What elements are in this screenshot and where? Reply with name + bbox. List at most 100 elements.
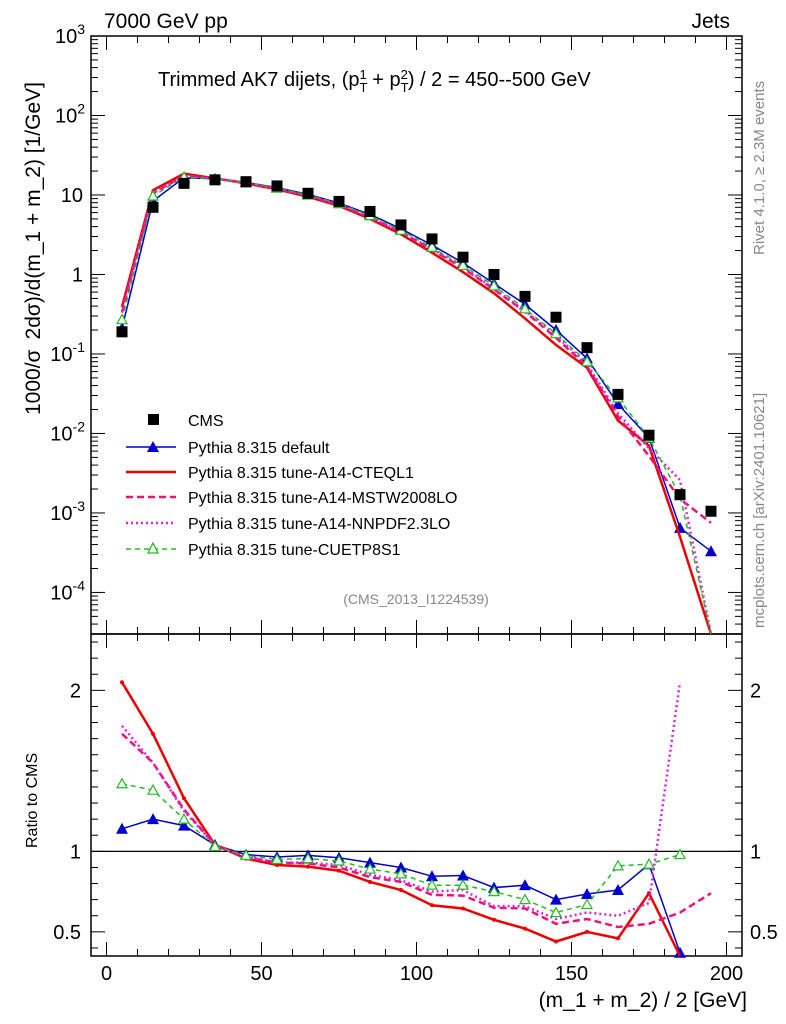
ratio-point-default [612, 883, 624, 895]
ratio-point-default [519, 879, 531, 891]
x-axis-label: (m_1 + m_2) / 2 [GeV] [539, 989, 747, 1012]
header-collision-label: 7000 GeV pp [104, 10, 228, 33]
ratio-point-cuetp8s1 [518, 893, 532, 905]
ratio-point-cuetp8s1 [177, 812, 191, 824]
ratio-y-tick-label-left: 0.5 [53, 922, 81, 944]
legend-cuetp8s1-marker [146, 541, 160, 554]
ratio-point-cuetp8s1 [642, 857, 656, 869]
ratio-point-default [581, 888, 593, 900]
ratio-point-cuetp8s1 [363, 862, 377, 874]
side-rivet-label: Rivet 4.1.0, ≥ 2.3M events [751, 81, 768, 255]
legend-mstw-label: Pythia 8.315 tune-A14-MSTW2008LO [188, 490, 457, 507]
ratio-y-tick-label-right: 2 [750, 680, 761, 702]
ratio-point-cteql1 [461, 906, 465, 911]
point-cuetp8s1 [518, 302, 532, 314]
analysis-id: (CMS_2013_I1224539) [343, 591, 489, 607]
ratio-point-default [364, 856, 376, 868]
ratio-point-cuetp8s1 [301, 852, 315, 864]
point-cms [302, 187, 314, 199]
series-line-cuetp8s1 [121, 176, 712, 635]
point-cms [147, 201, 159, 213]
point-cms [426, 233, 438, 245]
ratio-point-cuetp8s1 [146, 783, 160, 795]
point-cuetp8s1 [115, 313, 129, 325]
ratio-point-cuetp8s1 [611, 859, 625, 871]
point-cms [271, 180, 283, 192]
ratio-point-default [550, 893, 562, 905]
ratio-point-default [147, 813, 159, 825]
ratio-point-cuetp8s1 [549, 906, 563, 918]
point-cuetp8s1 [580, 355, 594, 367]
legend-cms-label: CMS [188, 413, 224, 430]
point-default [705, 545, 717, 557]
point-cms [488, 268, 500, 280]
point-cms [643, 429, 655, 441]
point-cms [116, 326, 128, 338]
main-y-tick-label: 10-3 [50, 498, 85, 525]
ratio-y-axis-label: Ratio to CMS [24, 753, 41, 848]
ratio-point-cteql1 [275, 863, 279, 868]
ratio-point-default [426, 870, 438, 882]
main-y-tick-label: 102 [55, 100, 85, 127]
main-y-tick-label: 10 [61, 185, 83, 207]
ratio-point-cuetp8s1 [115, 777, 129, 789]
ratio-point-cuetp8s1 [487, 885, 501, 897]
ratio-point-cuetp8s1 [394, 867, 408, 879]
point-cms [178, 177, 190, 189]
ratio-plot-frame [90, 633, 743, 957]
point-cuetp8s1 [146, 189, 160, 201]
side-mcplots-label: mcplots.cern.ch [arXiv:2401.10621] [751, 393, 768, 628]
ratio-point-default [178, 819, 190, 831]
x-tick-label: 150 [555, 963, 588, 985]
ratio-line-mstw [121, 732, 712, 929]
series-line-nnpdf [120, 174, 713, 635]
legend-cuetp8s1-label: Pythia 8.315 tune-CUETP8S1 [188, 542, 401, 559]
ratio-point-cteql1 [368, 879, 372, 884]
ratio-point-default [457, 869, 469, 881]
ratio-point-cteql1 [337, 868, 341, 873]
point-cms [209, 174, 221, 186]
ratio-ticks-group: 0 50 100 150 200 0.5 0.5 1 1 2 2 [53, 634, 778, 985]
point-cms [395, 219, 407, 231]
main-y-tick-label: 10-4 [50, 577, 85, 604]
legend-cms-marker [148, 414, 159, 425]
ratio-y-tick-label-right: 0.5 [750, 922, 778, 944]
ratio-point-cteql1 [492, 917, 496, 922]
ratio-point-cteql1 [306, 864, 310, 869]
ratio-marks-group [115, 680, 712, 958]
point-cuetp8s1 [456, 259, 470, 271]
ratio-point-cteql1 [120, 680, 124, 685]
point-cuetp8s1 [425, 241, 439, 252]
main-title-part3: ) / 2 = 450--500 GeV [408, 69, 592, 91]
series-line-cteql1 [120, 172, 713, 635]
ratio-point-cteql1 [430, 903, 434, 908]
point-cms [519, 290, 531, 302]
point-cms [674, 489, 686, 501]
ratio-point-cteql1 [523, 926, 527, 931]
point-cms [705, 505, 717, 517]
ratio-line-cteql1 [120, 681, 682, 957]
ratio-y-tick-label-left: 1 [70, 841, 81, 863]
legend: CMS Pythia 8.315 default Pythia 8.315 tu… [126, 413, 457, 559]
main-y-axis-label: 1000/σ 2dσ)/d(m_1 + m_2) [1/GeV] [22, 82, 45, 415]
main-y-tick-label: 1 [72, 264, 83, 286]
ratio-point-cuetp8s1 [425, 878, 439, 890]
point-default [612, 397, 624, 409]
legend-cteql1-label: Pythia 8.315 tune-A14-CTEQL1 [188, 465, 414, 482]
main-title: Trimmed AK7 dijets, (pT1 + pT2) / 2 = 45… [158, 67, 591, 95]
ratio-point-default [395, 861, 407, 873]
main-y-axis-label-body: 2dσ)/d(m_1 + m_2) [1/GeV] [22, 82, 45, 340]
x-tick-label: 100 [400, 963, 433, 985]
point-cms [240, 176, 252, 188]
main-y-axis-label-prefix: 1000/σ [22, 349, 45, 415]
ratio-y-tick-label-right: 1 [750, 841, 761, 863]
legend-nnpdf-label: Pythia 8.315 tune-A14-NNPDF2.3LO [188, 516, 450, 533]
main-title-sub1: T [360, 80, 368, 95]
ratio-point-cuetp8s1 [270, 853, 284, 864]
ratio-point-cuetp8s1 [208, 840, 222, 852]
ratio-point-cteql1 [182, 796, 186, 801]
ratio-point-cteql1 [151, 731, 155, 736]
x-tick-label: 200 [710, 963, 743, 985]
